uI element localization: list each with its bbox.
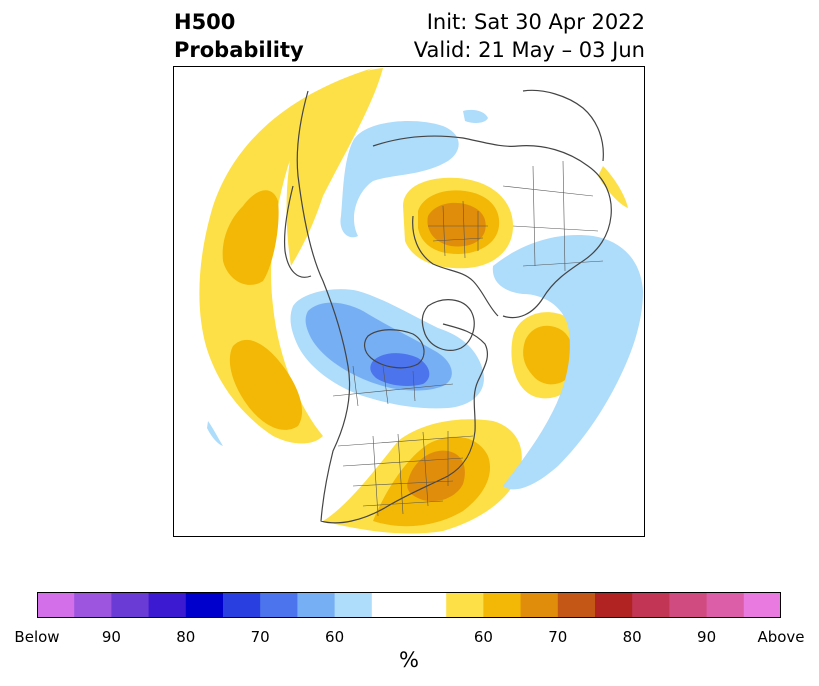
europe-country-lines [428,200,488,259]
colorbar-tick-label: Below [14,628,60,646]
colorbar-cell [74,592,112,618]
canada-province-lines [332,365,454,407]
colorbar-cell [223,592,261,618]
colorbar-cells [37,592,781,618]
colorbar-tick-label: 70 [250,628,270,646]
colorbar-cell [446,592,484,618]
europe-coast [412,215,499,317]
colorbar-cell [371,592,410,618]
colorbar-cell [520,592,559,618]
europe-above-dark [427,202,486,247]
colorbar-tick-label: 80 [622,628,642,646]
title-type: Probability [174,38,304,62]
pacific-arc-mid-1 [222,190,279,285]
pacific-arc-mid-2 [229,339,303,430]
colorbar [37,592,781,618]
colorbar-cell [297,592,336,618]
greenland-coast [421,299,475,351]
colorbar-unit: % [399,648,419,672]
north-america-coast [296,90,489,524]
below-normal-regions [207,109,643,490]
colorbar-cell [185,592,224,618]
eurasia-coast [372,135,612,319]
title-valid-range: Valid: 21 May – 03 Jun [413,38,645,62]
map-frame [173,66,645,537]
title-init-date: Init: Sat 30 Apr 2022 [426,10,645,34]
colorbar-cell [632,592,670,618]
map-panel [173,66,645,537]
asia-east-above-light [598,166,628,208]
borders [332,160,604,517]
alaska-coast [283,185,312,278]
atlantic-above-mid [523,325,575,385]
colorbar-tick-label: 90 [697,628,717,646]
title-variable: H500 [174,10,236,34]
colorbar-cell [111,592,150,618]
colorbar-tick-label: 80 [176,628,196,646]
polar-map [173,66,645,537]
colorbar-cell [743,592,781,618]
colorbar-cell [148,592,187,618]
us-state-lines [337,431,474,517]
russia-below-light [492,235,643,490]
colorbar-frame [37,592,781,618]
colorbar-cell [557,592,596,618]
scandinavia-below-light [463,109,488,123]
colorbar-cell [260,592,298,618]
colorbar-tick-label: Above [757,628,805,646]
colorbar-cell [37,592,75,618]
pacific-below-light [207,421,223,446]
colorbar-tick-label: 90 [101,628,121,646]
colorbar-cell [595,592,633,618]
asia-country-lines [502,160,604,272]
hudson-below-dark [370,353,430,386]
colorbar-cell [483,592,522,618]
colorbar-tick-label: 70 [548,628,568,646]
hudson-bay-coast [364,329,425,369]
pacific-north-light [286,68,383,266]
colorbar-cell [669,592,708,618]
coastlines [283,89,612,524]
above-normal-regions [199,68,628,534]
colorbar-cell [706,592,745,618]
map-title-right: Init: Sat 30 Apr 2022 Valid: 21 May – 03… [414,8,645,64]
colorbar-tick-label: 60 [473,628,493,646]
colorbar-tick-label: 60 [325,628,345,646]
map-title-left: H500 Probability [174,8,304,64]
arctic-below-light [340,121,459,238]
colorbar-cell [334,592,373,618]
eastern-asia-coast [522,89,604,162]
colorbar-cell [409,592,447,618]
